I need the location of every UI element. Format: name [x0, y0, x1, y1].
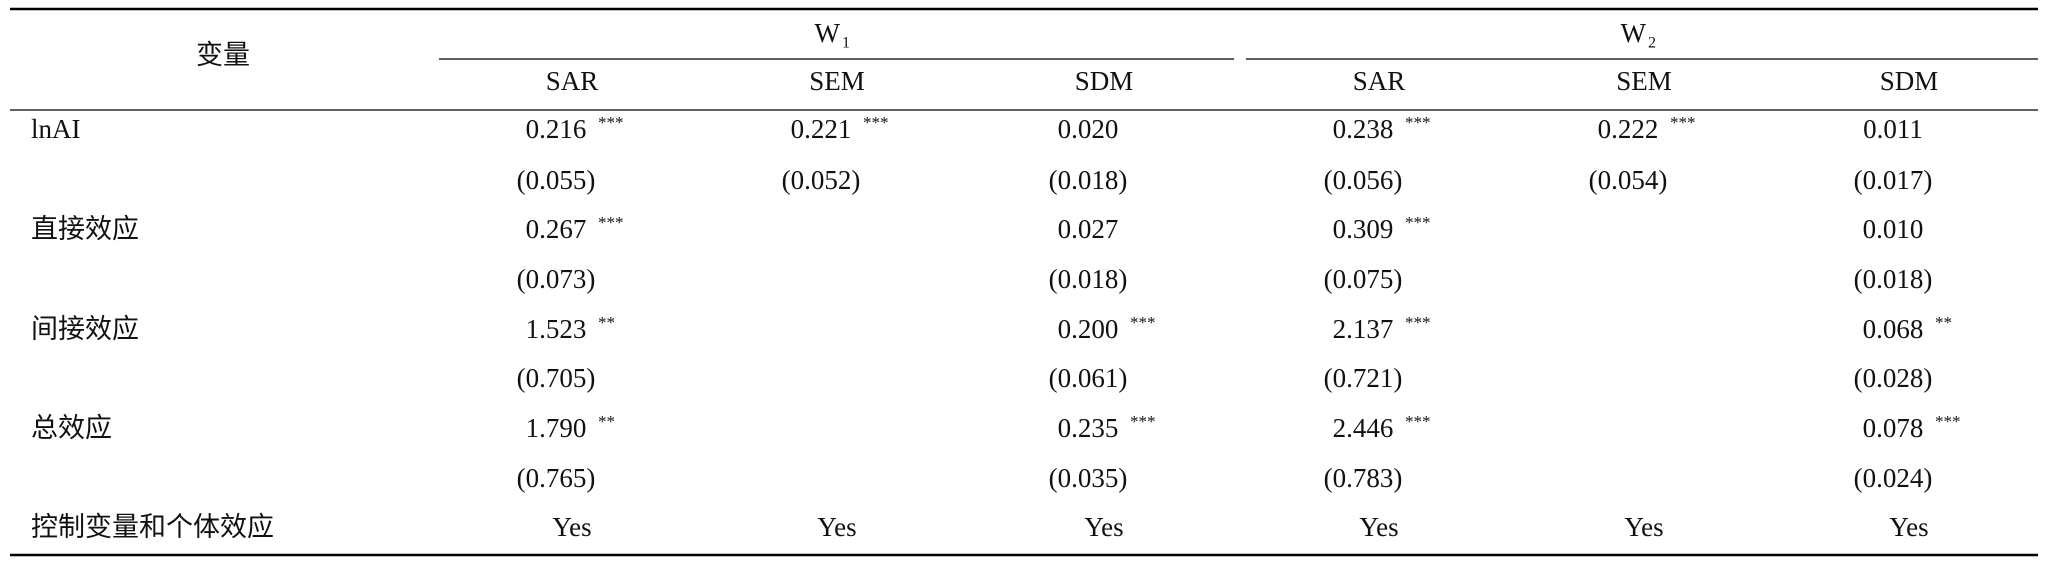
cell-value: (0.061): [1049, 363, 1128, 393]
significance: ***: [1405, 213, 1431, 232]
cell-value: (0.017): [1854, 165, 1933, 195]
estimate: 0.200: [1058, 314, 1119, 344]
estimate: 0.238: [1333, 114, 1394, 144]
row-label: 总效应: [31, 413, 112, 443]
cell-value: 0.027: [1058, 214, 1119, 244]
control-flag: Yes: [1889, 512, 1928, 542]
column-header: SDM: [1880, 66, 1939, 96]
estimate: 1.523: [526, 314, 587, 344]
estimate: 0.222: [1598, 114, 1659, 144]
row-label: 直接效应: [31, 214, 139, 244]
significance: ***: [1935, 412, 1961, 431]
group-label: W: [815, 18, 841, 48]
control-flag: Yes: [1359, 512, 1398, 542]
cell-value: (0.035): [1049, 463, 1128, 493]
control-flag: Yes: [552, 512, 591, 542]
estimate: 0.221: [791, 114, 852, 144]
cell-value: (0.783): [1324, 463, 1403, 493]
significance: **: [598, 313, 615, 332]
group-subscript: 2: [1648, 35, 1656, 52]
row-label: lnAI: [31, 114, 81, 144]
cell-value: (0.018): [1854, 264, 1933, 294]
cell-value: (0.028): [1854, 363, 1933, 393]
control-flag: Yes: [1084, 512, 1123, 542]
row-label: 间接效应: [31, 314, 139, 344]
cell-value: (0.024): [1854, 463, 1933, 493]
significance: ***: [1130, 313, 1156, 332]
significance: ***: [1405, 412, 1431, 431]
cell-value: (0.055): [517, 165, 596, 195]
estimate: 1.790: [526, 413, 587, 443]
cell-value: 0.011: [1863, 114, 1923, 144]
significance: **: [1935, 313, 1952, 332]
cell-value: (0.054): [1589, 165, 1668, 195]
cell-value: (0.056): [1324, 165, 1403, 195]
significance: ***: [863, 113, 889, 132]
cell-value: (0.721): [1324, 363, 1403, 393]
group-label: W: [1621, 18, 1647, 48]
significance: ***: [1405, 313, 1431, 332]
cell-value: (0.018): [1049, 165, 1128, 195]
cell-value: (0.073): [517, 264, 596, 294]
significance: ***: [598, 113, 624, 132]
estimate: 2.137: [1333, 314, 1394, 344]
estimate: 0.078: [1863, 413, 1924, 443]
column-header: SEM: [809, 66, 865, 96]
cell-value: (0.075): [1324, 264, 1403, 294]
row-label: 控制变量和个体效应: [31, 512, 274, 542]
significance: ***: [598, 213, 624, 232]
significance: **: [598, 412, 615, 431]
estimate: 2.446: [1333, 413, 1394, 443]
estimate: 0.235: [1058, 413, 1119, 443]
estimate: 0.068: [1863, 314, 1924, 344]
cell-value: (0.018): [1049, 264, 1128, 294]
corner-label: 变量: [196, 40, 250, 70]
cell-value: (0.765): [517, 463, 596, 493]
significance: ***: [1405, 113, 1431, 132]
significance: ***: [1670, 113, 1696, 132]
estimate: 0.309: [1333, 214, 1394, 244]
column-header: SAR: [546, 66, 599, 96]
control-flag: Yes: [817, 512, 856, 542]
cell-value: (0.705): [517, 363, 596, 393]
cell-value: 0.020: [1058, 114, 1119, 144]
control-flag: Yes: [1624, 512, 1663, 542]
column-header: SEM: [1616, 66, 1672, 96]
estimate: 0.267: [526, 214, 587, 244]
significance: ***: [1130, 412, 1156, 431]
estimate: 0.216: [526, 114, 587, 144]
column-header: SAR: [1353, 66, 1406, 96]
cell-value: (0.052): [782, 165, 861, 195]
column-header: SDM: [1075, 66, 1134, 96]
cell-value: 0.010: [1863, 214, 1924, 244]
group-subscript: 1: [842, 35, 850, 52]
